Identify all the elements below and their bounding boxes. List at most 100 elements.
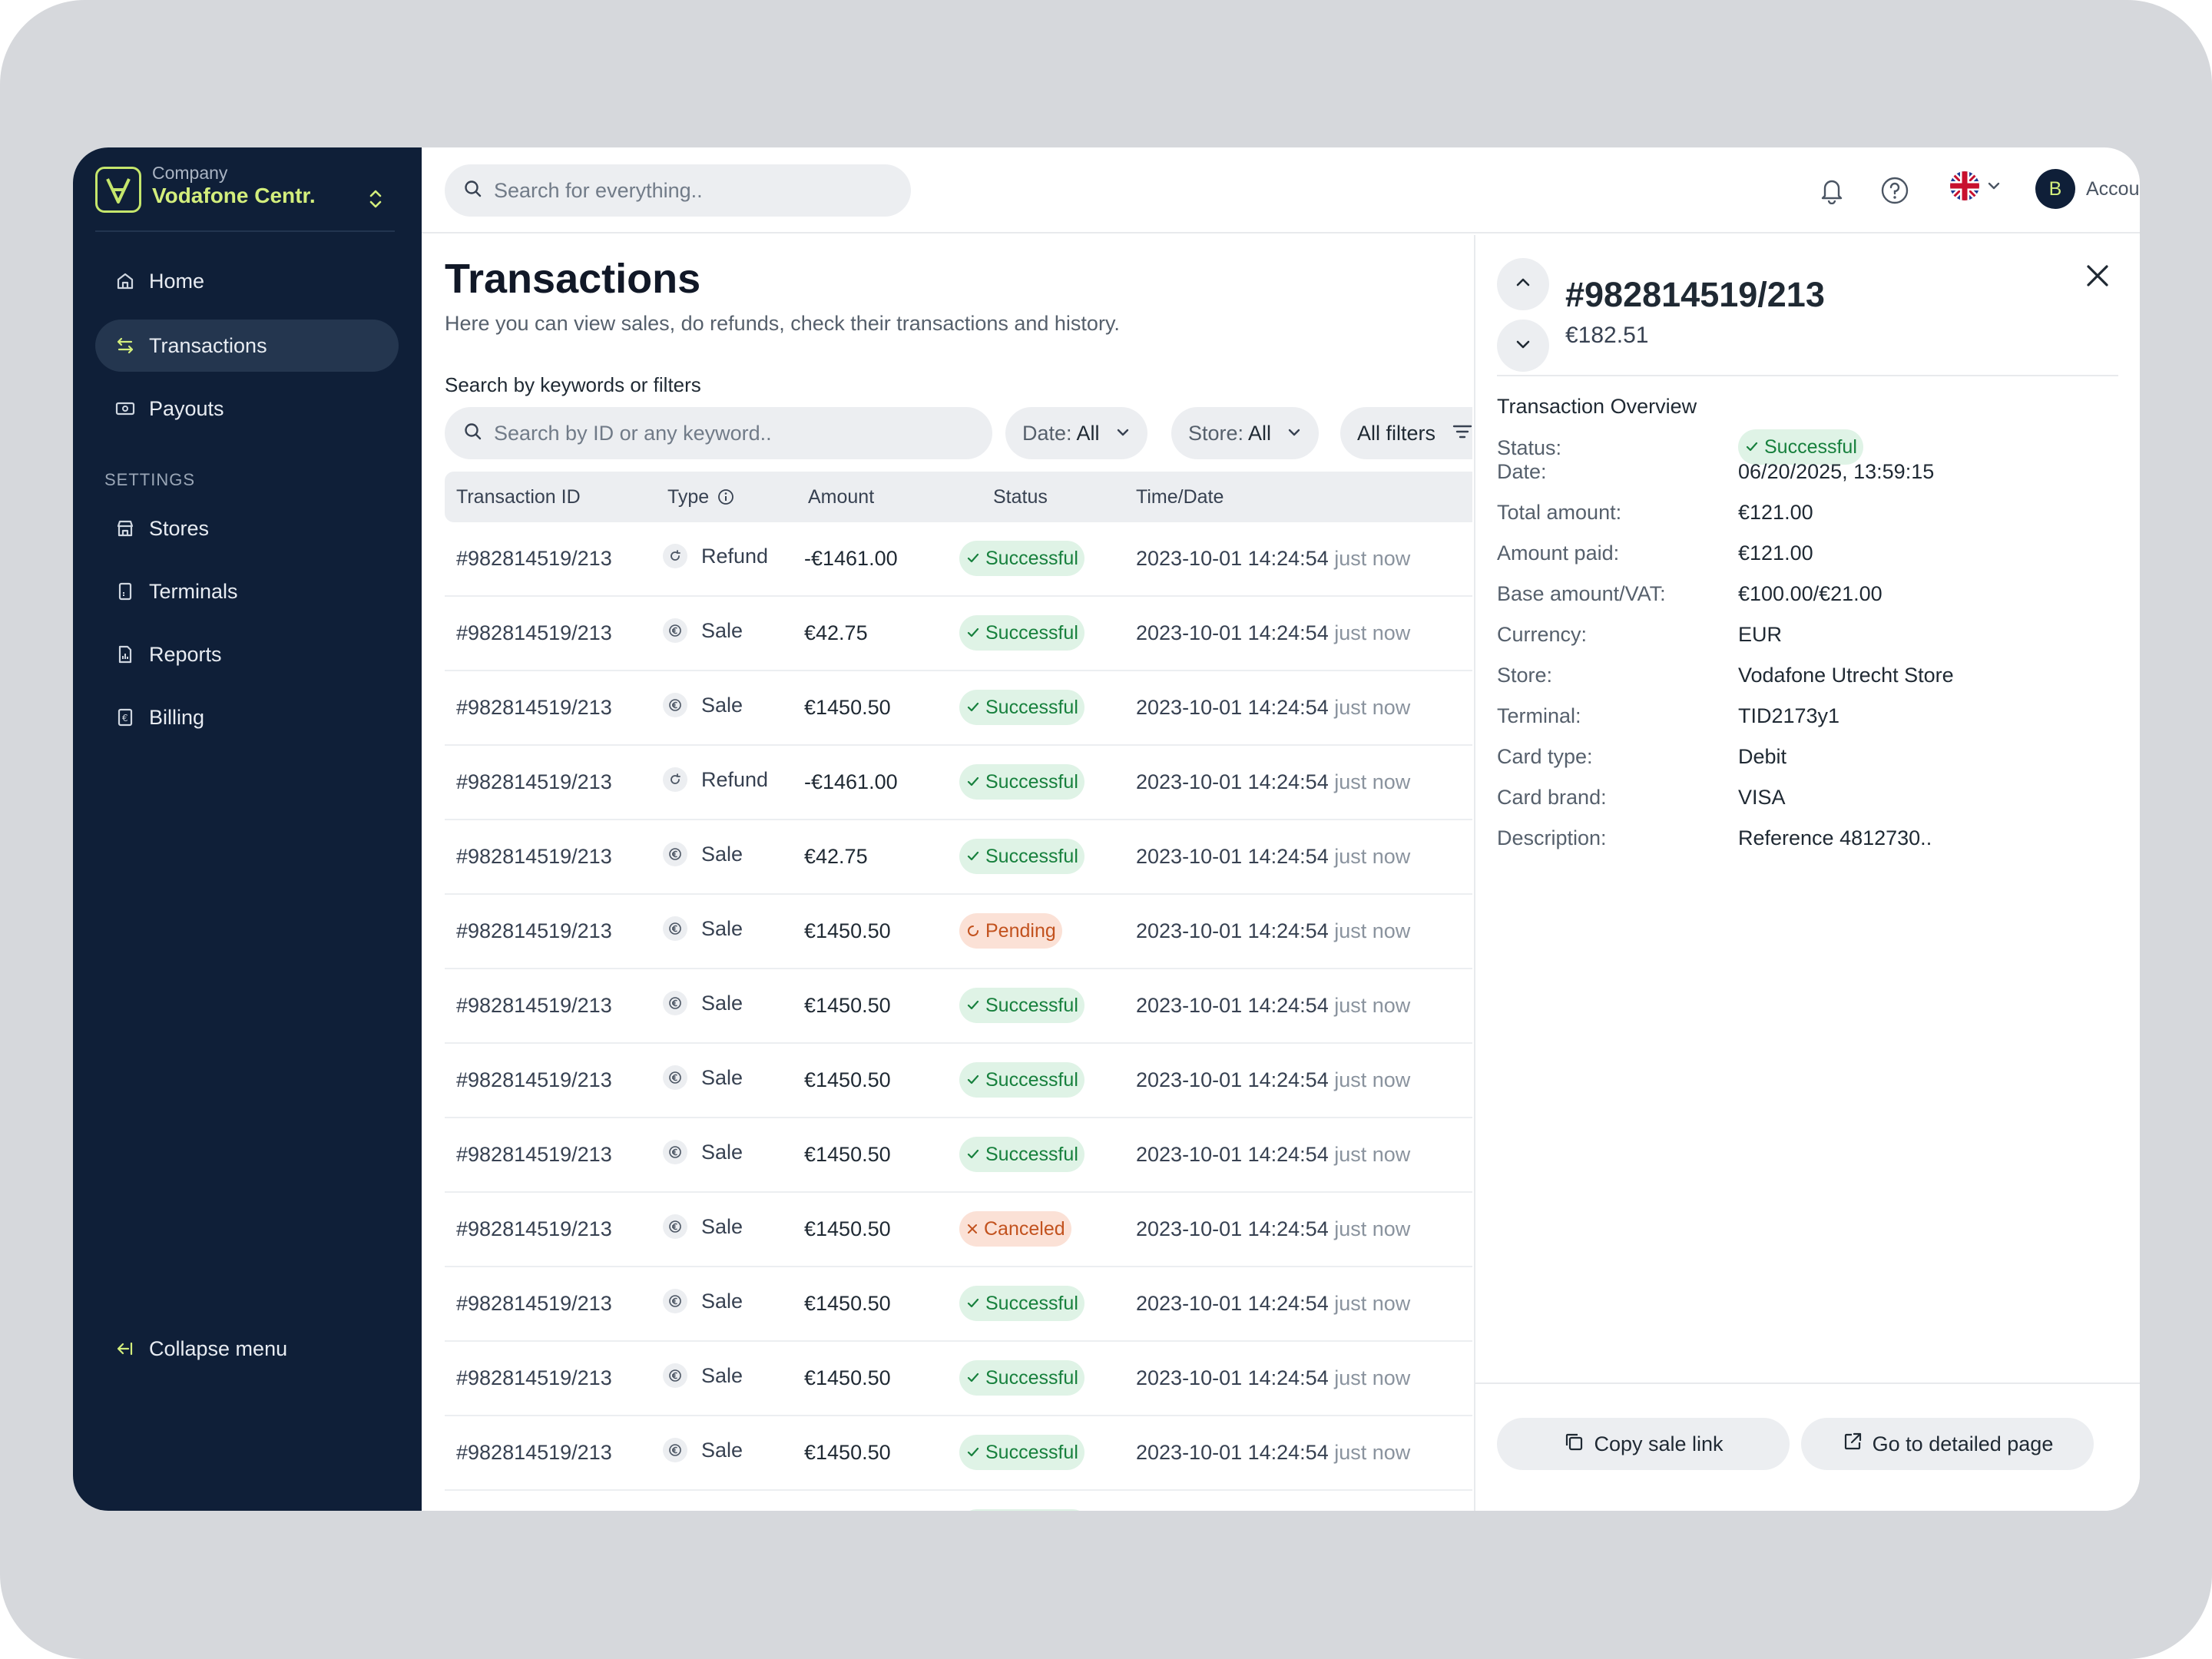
transaction-type-label: Sale bbox=[701, 991, 743, 1015]
euro-icon bbox=[663, 991, 687, 1015]
sidebar-item-reports[interactable]: Reports bbox=[95, 628, 399, 680]
transaction-time: 2023-10-01 14:24:54 just now bbox=[1136, 1292, 1410, 1316]
transaction-time: 2023-10-01 14:24:54 just now bbox=[1136, 1441, 1410, 1465]
report-icon bbox=[114, 643, 137, 666]
company-label: Company bbox=[152, 163, 228, 183]
column-header-id[interactable]: Transaction ID bbox=[456, 486, 581, 508]
table-row[interactable]: #982814519/213 Sale €1450.50 Successful 2023… bbox=[445, 671, 1472, 746]
sidebar-item-stores[interactable]: Stores bbox=[95, 502, 399, 555]
copy-sale-link-label: Copy sale link bbox=[1594, 1432, 1724, 1455]
transaction-amount: €1450.50 bbox=[804, 1366, 891, 1389]
transaction-type-label: Refund bbox=[701, 767, 769, 791]
transaction-type: Sale bbox=[663, 1438, 743, 1462]
transaction-time: 2023-10-01 14:24:54 just now bbox=[1136, 1217, 1410, 1241]
status-success-icon bbox=[965, 774, 985, 790]
next-transaction-button[interactable] bbox=[1497, 320, 1549, 372]
store-filter-value: All bbox=[1248, 421, 1272, 445]
company-switcher[interactable]: Company Vodafone Centr. bbox=[95, 163, 395, 233]
page-subtitle: Here you can view sales, do refunds, che… bbox=[445, 312, 1120, 335]
transaction-relative-time: just now bbox=[1334, 621, 1411, 644]
transaction-amount: €1450.50 bbox=[804, 1068, 891, 1091]
date-filter-dropdown[interactable]: Date: All bbox=[1005, 407, 1147, 459]
column-header-status[interactable]: Status bbox=[993, 486, 1048, 508]
global-search[interactable] bbox=[445, 164, 911, 217]
help-icon[interactable] bbox=[1878, 174, 1912, 207]
store-filter-dropdown[interactable]: Store: All bbox=[1171, 407, 1320, 459]
date-filter-label: Date: bbox=[1022, 421, 1072, 445]
detail-field-value: Reference 4812730.. bbox=[1738, 826, 1932, 849]
table-row[interactable]: #982814519/213 Refund -€1461.00 Successful 2… bbox=[445, 746, 1472, 820]
collapse-menu-button[interactable]: Collapse menu bbox=[95, 1323, 399, 1375]
transaction-type-label: Sale bbox=[701, 1289, 743, 1313]
transaction-time: 2023-10-01 14:24:54 just now bbox=[1136, 1068, 1410, 1092]
euro-icon bbox=[663, 1289, 687, 1313]
transaction-id: #982814519/213 bbox=[456, 1441, 612, 1464]
transaction-timestamp: 2023-10-01 14:24:54 bbox=[1136, 547, 1329, 570]
copy-sale-link-button[interactable]: Copy sale link bbox=[1497, 1418, 1790, 1470]
panel-divider bbox=[1497, 375, 2118, 376]
column-header-time[interactable]: Time/Date bbox=[1136, 486, 1224, 508]
sidebar-item-transactions[interactable]: Transactions bbox=[95, 320, 399, 372]
all-filters-button[interactable]: All filters bbox=[1340, 407, 1472, 459]
settings-heading: SETTINGS bbox=[104, 470, 196, 489]
sidebar-item-billing[interactable]: € Billing bbox=[95, 691, 399, 743]
transaction-type-label: Sale bbox=[701, 1438, 743, 1462]
sidebar-item-payouts[interactable]: Payouts bbox=[95, 382, 399, 435]
table-row[interactable]: #982814519/213 Sale €1450.50 Canceled 2023-1… bbox=[445, 1193, 1472, 1267]
notifications-bell-icon[interactable] bbox=[1815, 174, 1849, 207]
status-success-icon bbox=[965, 551, 985, 566]
close-panel-button[interactable] bbox=[2078, 258, 2117, 296]
transaction-detail-panel: #982814519/213 €182.51 Transaction Overv… bbox=[1474, 235, 2140, 1511]
table-row[interactable]: #982814519/213 Sale €1450.50 Pending 2023-10… bbox=[445, 895, 1472, 969]
detail-field: Terminal: TID2173y1 bbox=[1497, 704, 2111, 735]
language-selector[interactable] bbox=[1949, 171, 2002, 205]
detail-field-label: Total amount: bbox=[1497, 501, 1622, 524]
table-row[interactable]: #982814519/213 Sale €1450.50 Successful 2023… bbox=[445, 1416, 1472, 1491]
global-search-input[interactable] bbox=[494, 178, 878, 203]
go-to-detailed-page-button[interactable]: Go to detailed page bbox=[1801, 1418, 2094, 1470]
status-badge: Successful bbox=[959, 1360, 1084, 1396]
detail-field-value: €121.00 bbox=[1738, 541, 1813, 565]
transaction-type-label: Refund bbox=[701, 544, 769, 568]
transaction-amount: €42.75 bbox=[804, 845, 868, 868]
status-label: Successful bbox=[985, 547, 1078, 569]
chevron-updown-icon bbox=[368, 187, 383, 214]
column-header-amount[interactable]: Amount bbox=[808, 486, 875, 508]
detail-field: Card brand: VISA bbox=[1497, 786, 2111, 816]
status-label: Pending bbox=[985, 919, 1056, 942]
table-row[interactable]: #982814519/213 Sale €1450.50 Successful 2023… bbox=[445, 1118, 1472, 1193]
table-row[interactable]: #982814519/213 Sale €1450.50 Successful 2023… bbox=[445, 1342, 1472, 1416]
transaction-relative-time: just now bbox=[1334, 919, 1411, 942]
account-menu[interactable]: B Account bbox=[2035, 169, 2140, 209]
info-icon bbox=[718, 489, 734, 505]
main-content: Transactions Here you can view sales, do… bbox=[422, 235, 1472, 1511]
detail-field-value: Vodafone Utrecht Store bbox=[1738, 664, 1954, 687]
table-row[interactable]: #982814519/213 Sale €42.75 Successful 2023-1… bbox=[445, 597, 1472, 671]
sidebar-item-terminals[interactable]: Terminals bbox=[95, 565, 399, 618]
overview-title: Transaction Overview bbox=[1497, 395, 1697, 418]
transaction-timestamp: 2023-10-01 14:24:54 bbox=[1136, 1068, 1329, 1091]
column-header-type[interactable]: Type bbox=[667, 486, 734, 508]
status-badge: Successful bbox=[959, 541, 1084, 576]
table-row[interactable]: #982814519/213 Refund -€1461.00 Successful 2… bbox=[445, 522, 1472, 597]
sidebar-item-home[interactable]: Home bbox=[95, 255, 399, 307]
transaction-search[interactable] bbox=[445, 407, 992, 459]
sidebar-divider bbox=[95, 230, 395, 232]
transaction-amount: €1450.50 bbox=[804, 1217, 891, 1240]
euro-icon bbox=[663, 1438, 687, 1462]
previous-transaction-button[interactable] bbox=[1497, 258, 1549, 310]
transaction-amount: €1450.50 bbox=[804, 919, 891, 942]
transaction-id: #982814519/213 bbox=[456, 919, 612, 942]
table-row[interactable]: #982814519/213 Sale €42.75 Successful 2023-1… bbox=[445, 820, 1472, 895]
transaction-search-input[interactable] bbox=[494, 421, 878, 445]
collapse-arrow-icon bbox=[114, 1337, 137, 1360]
table-row[interactable]: #982814519/213 Sale €1450.50 Successful 2023… bbox=[445, 1267, 1472, 1342]
status-success-icon bbox=[965, 700, 985, 715]
transaction-time: 2023-10-01 14:24:54 just now bbox=[1136, 919, 1410, 943]
transaction-id: #982814519/213 bbox=[456, 1143, 612, 1166]
table-row[interactable]: #982814519/213 Sale €1450.50 Successful 2023… bbox=[445, 1044, 1472, 1118]
status-label: Successful bbox=[985, 1292, 1078, 1314]
table-row[interactable]: #982814519/213 Sale €1450.50 Successful 2023… bbox=[445, 969, 1472, 1044]
transaction-type: Refund bbox=[663, 767, 768, 792]
